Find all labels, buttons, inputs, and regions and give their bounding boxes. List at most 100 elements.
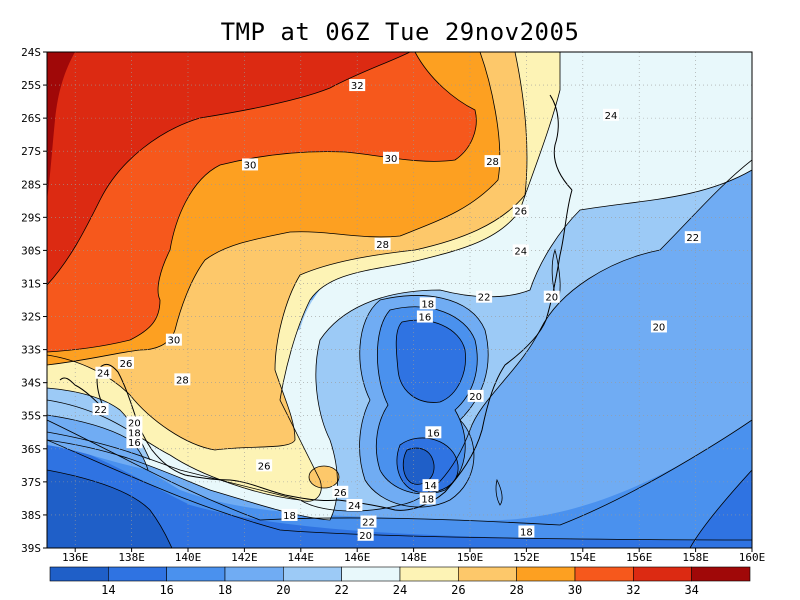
latitude-label: 39S — [21, 542, 41, 555]
latitude-label: 24S — [21, 46, 41, 59]
contour-label-text: 18 — [421, 299, 434, 310]
contour-label-bg — [383, 151, 400, 164]
colorbar-swatch — [399, 566, 459, 582]
colorbar-label: 22 — [334, 583, 348, 597]
contour-label: 22 — [684, 231, 701, 244]
contour-label-bg — [165, 333, 182, 346]
colorbar-label: 16 — [159, 583, 173, 597]
colorbar-swatch — [574, 566, 634, 582]
contour-label: 18 — [126, 426, 143, 439]
colorbar-label: 30 — [568, 583, 582, 597]
contour-label-text: 24 — [605, 111, 618, 122]
colorbar-label: 24 — [393, 583, 407, 597]
contour-label: 20 — [467, 389, 484, 403]
latitude-label: 34S — [21, 377, 41, 390]
blob-28 — [309, 466, 339, 488]
contour-label: 20 — [543, 290, 560, 304]
longitude-label: 142E — [231, 551, 258, 564]
longitude-label: 158E — [682, 551, 709, 564]
coastline-north — [549, 94, 573, 191]
contour-label-bg — [518, 525, 535, 538]
grid-lines — [47, 52, 752, 548]
contour-label-text: 24 — [348, 501, 361, 512]
contour-label-bg — [512, 244, 529, 257]
contour-label-bg — [416, 310, 433, 323]
longitude-label: 160E — [739, 551, 766, 564]
latitude-label: 38S — [21, 509, 41, 522]
contour-label-bg — [467, 389, 484, 402]
colorbar-swatch — [691, 566, 751, 582]
colorbar-swatch — [458, 566, 517, 582]
contour-label: 20 — [357, 528, 374, 542]
contour-label: 28 — [484, 155, 501, 168]
colorbar-swatch — [108, 566, 167, 582]
contour-label-bg — [349, 79, 366, 92]
band-16-se — [690, 470, 752, 548]
contour-label: 30 — [165, 333, 182, 347]
colorbar-swatch — [341, 566, 401, 582]
contour-label-bg — [374, 237, 391, 250]
axis-ticks — [43, 51, 753, 552]
contour-label-bg — [419, 492, 436, 505]
contour-label: 18 — [281, 508, 298, 522]
latitude-label: 32S — [21, 311, 41, 324]
contour-label-bg — [650, 320, 667, 333]
contour-label-bg — [357, 528, 374, 541]
contour-label-bg — [476, 290, 493, 303]
contour-label-text: 22 — [94, 405, 107, 416]
contour-label-text: 16 — [419, 313, 432, 324]
contour-label-bg — [95, 366, 112, 379]
longitude-label: 150E — [457, 551, 484, 564]
contour-label-bg — [603, 108, 619, 121]
contour-label-text: 32 — [351, 81, 364, 92]
contour-label: 28 — [174, 373, 191, 386]
colorbar-label: 26 — [451, 583, 465, 597]
contour-label-text: 20 — [545, 293, 558, 304]
latitude-label: 27S — [21, 145, 41, 158]
colorbar-swatch — [633, 566, 692, 582]
contour-label-text: 24 — [514, 246, 527, 257]
contour-label: 24 — [95, 366, 112, 380]
contour-label-bg — [281, 508, 298, 521]
contour-label: 24 — [346, 499, 363, 512]
longitude-label: 154E — [570, 551, 597, 564]
latitude-label: 36S — [21, 443, 41, 456]
colorbar-label: 20 — [276, 583, 290, 597]
contour-label-text: 20 — [653, 322, 666, 333]
contour-label-bg — [360, 515, 377, 528]
contour-label-bg — [543, 290, 560, 303]
longitude-label: 136E — [62, 551, 89, 564]
contour-label-text: 22 — [686, 233, 699, 244]
tasmania-hint — [495, 478, 503, 506]
contour-label-bg — [484, 155, 501, 168]
contour-label-text: 26 — [334, 488, 347, 499]
contour-label-bg — [512, 204, 529, 217]
contour-label-text: 30 — [385, 154, 398, 165]
contour-label: 18 — [419, 297, 436, 310]
contour-label-text: 20 — [128, 418, 141, 429]
contour-label-text: 26 — [258, 461, 271, 472]
colorbar-swatch — [49, 566, 109, 582]
contour-label-text: 30 — [168, 336, 181, 347]
contour-label: 22 — [92, 403, 109, 416]
contour-label-text: 18 — [421, 494, 434, 505]
band-16-south — [47, 440, 752, 548]
contour-label: 30 — [242, 158, 259, 171]
colorbar-swatch — [516, 566, 576, 582]
latitude-label: 31S — [21, 277, 41, 290]
colorbar-swatch — [283, 566, 342, 582]
band-34 — [47, 52, 410, 285]
colorbar-swatch — [224, 566, 284, 582]
contour-label: 22 — [360, 515, 377, 529]
contour-label-text: 20 — [469, 392, 482, 403]
contour-label: 16 — [416, 310, 433, 324]
contour-label-bg — [346, 499, 363, 512]
longitude-label: 146E — [344, 551, 371, 564]
contour-label-text: 20 — [359, 531, 372, 542]
longitude-label: 152E — [513, 551, 540, 564]
temperature-field — [47, 52, 752, 548]
contour-label: 28 — [374, 237, 391, 251]
contour-label-bg — [422, 479, 439, 492]
